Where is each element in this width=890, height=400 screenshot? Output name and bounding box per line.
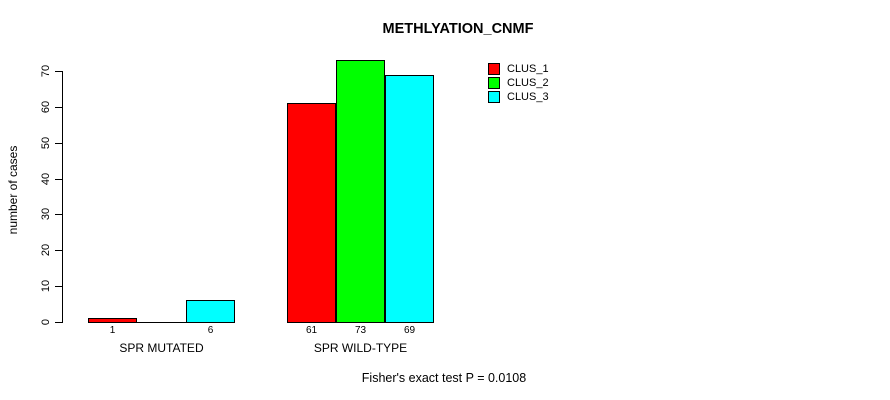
- bar-value-label: 6: [207, 325, 214, 336]
- legend-row-clus_3: CLUS_3: [488, 91, 549, 103]
- y-axis-label: number of cases: [6, 145, 20, 235]
- y-tick-label: 50: [40, 136, 52, 150]
- group-baseline: [88, 322, 235, 323]
- bar-value-label: 61: [305, 325, 318, 336]
- bar-value-label: 73: [354, 325, 367, 336]
- bar-clus_3-group1: [186, 300, 235, 323]
- legend-swatch-clus_1: [488, 63, 500, 75]
- y-tick-mark: [55, 179, 62, 180]
- y-tick-mark: [55, 322, 62, 323]
- category-label-group2: SPR WILD-TYPE: [313, 341, 408, 355]
- y-tick-label: 60: [40, 100, 52, 114]
- legend: CLUS_1 CLUS_2 CLUS_3: [488, 63, 549, 105]
- y-tick-label: 20: [40, 243, 52, 257]
- y-tick-label: 40: [40, 172, 52, 186]
- y-tick-label: 30: [40, 207, 52, 221]
- y-tick-mark: [55, 214, 62, 215]
- bar-clus_1-group1: [88, 318, 137, 323]
- y-tick-label: 0: [40, 318, 52, 326]
- y-tick-label: 70: [40, 64, 52, 78]
- bar-value-label: 1: [109, 325, 116, 336]
- bar-clus_1-group2: [287, 103, 336, 323]
- category-label-group1: SPR MUTATED: [119, 341, 204, 355]
- y-axis-line: [62, 71, 63, 323]
- y-tick-mark: [55, 71, 62, 72]
- y-tick-label: 10: [40, 279, 52, 293]
- bar-clus_3-group2: [385, 75, 434, 323]
- chart-title: METHLYATION_CNMF: [382, 21, 534, 37]
- legend-row-clus_2: CLUS_2: [488, 77, 549, 89]
- y-tick-mark: [55, 286, 62, 287]
- fisher-test-annotation: Fisher's exact test P = 0.0108: [361, 371, 527, 385]
- legend-label: CLUS_2: [507, 77, 549, 89]
- bar-value-label: 69: [403, 325, 416, 336]
- y-tick-mark: [55, 143, 62, 144]
- bar-clus_2-group2: [336, 60, 385, 323]
- y-tick-mark: [55, 250, 62, 251]
- legend-swatch-clus_2: [488, 77, 500, 89]
- legend-row-clus_1: CLUS_1: [488, 63, 549, 75]
- legend-label: CLUS_3: [507, 91, 549, 103]
- legend-label: CLUS_1: [507, 63, 549, 75]
- legend-swatch-clus_3: [488, 91, 500, 103]
- y-tick-mark: [55, 107, 62, 108]
